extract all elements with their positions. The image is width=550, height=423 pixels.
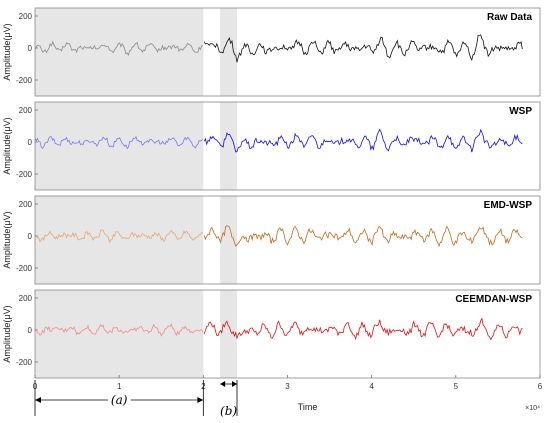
region-b-shade bbox=[220, 102, 237, 190]
region-a-arrowhead-right bbox=[197, 397, 204, 403]
panel-title: CEEMDAN-WSP bbox=[455, 294, 532, 305]
region-b-label: (b) bbox=[220, 404, 237, 418]
signal-line-early bbox=[34, 323, 204, 337]
region-a-label-bg bbox=[107, 393, 131, 407]
axes-frame bbox=[34, 195, 541, 285]
signal-line-late bbox=[203, 317, 523, 341]
region-annotations: (a) (b) bbox=[34, 380, 237, 418]
axes-frame bbox=[34, 101, 541, 191]
y-tick-label: 200 bbox=[19, 106, 33, 115]
y-tick-label: -200 bbox=[16, 170, 33, 179]
x-axis-label: Time bbox=[298, 402, 318, 412]
panel-1: 200 0 -200 Amplitude(μV) Raw Data bbox=[2, 7, 541, 97]
panel-4: 2000-200Amplitude(μV)CEEMDAN-WSP0123456T… bbox=[2, 289, 543, 412]
panel-title: WSP bbox=[509, 106, 532, 117]
signal-line-late bbox=[203, 225, 523, 248]
region-a-shade bbox=[35, 102, 204, 190]
panel-title: Raw Data bbox=[487, 12, 532, 23]
signal-line-early bbox=[34, 135, 204, 150]
region-b-shade bbox=[220, 8, 237, 96]
panel-3: 200 0 -200 Amplitude(μV) EMD-WSP bbox=[2, 195, 541, 285]
region-a-label: (a) bbox=[111, 393, 128, 407]
y-tick-label: 200 bbox=[19, 12, 33, 21]
y-tick-label: 200 bbox=[19, 294, 33, 303]
x-tick-label: 3 bbox=[285, 382, 290, 391]
y-axis-label: Amplitude(μV) bbox=[2, 23, 12, 80]
y-axis-label: Amplitude(μV) bbox=[2, 211, 12, 268]
panel-2: 200 0 -200 Amplitude(μV) WSP bbox=[2, 101, 541, 191]
y-tick-label: 0 bbox=[28, 232, 33, 241]
signal-line-late bbox=[203, 128, 523, 153]
y-tick-label: 200 bbox=[19, 200, 33, 209]
y-tick-label: -200 bbox=[16, 76, 33, 85]
y-tick-label: -200 bbox=[16, 358, 33, 367]
y-tick-label: 0 bbox=[28, 44, 33, 53]
signal-line-early bbox=[34, 40, 203, 57]
region-b-arrowhead-right bbox=[232, 381, 237, 387]
region-b-shade bbox=[220, 196, 237, 284]
region-b-shade bbox=[220, 290, 237, 378]
region-a-shade bbox=[35, 290, 204, 378]
x-tick-label: 1 bbox=[117, 382, 122, 391]
region-a-shade bbox=[35, 196, 204, 284]
signal-line-late bbox=[203, 34, 523, 63]
x-tick-label: 5 bbox=[454, 382, 459, 391]
x-tick-label: 6 bbox=[538, 382, 543, 391]
x-tick-label: 4 bbox=[369, 382, 374, 391]
signal-line-early bbox=[34, 229, 204, 244]
y-tick-label: 0 bbox=[28, 138, 33, 147]
y-tick-label: 0 bbox=[28, 326, 33, 335]
y-axis-label: Amplitude(μV) bbox=[2, 117, 12, 174]
x-axis-exponent: ×10⁴ bbox=[525, 405, 540, 412]
y-axis-label: Amplitude(μV) bbox=[2, 305, 12, 362]
axes-frame bbox=[34, 7, 541, 97]
y-tick-label: -200 bbox=[16, 264, 33, 273]
panel-title: EMD-WSP bbox=[484, 200, 533, 211]
region-b-arrowhead-left bbox=[220, 381, 226, 387]
region-a-arrowhead-left bbox=[35, 397, 41, 403]
region-a-shade bbox=[35, 8, 204, 96]
